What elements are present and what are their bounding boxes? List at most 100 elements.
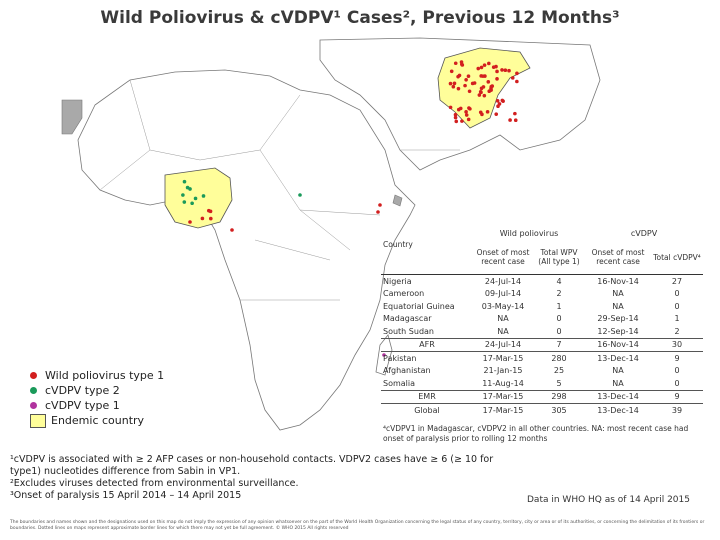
legend-label: cVDPV type 1 <box>45 399 120 412</box>
table-row: Cameroon 09-Jul-14 2 NA 0 <box>381 288 703 301</box>
table-cell-onset-cvdpv: NA <box>612 366 624 376</box>
col-header-total-wpv: Total WPV (All type 1) <box>538 248 580 266</box>
table-cell-country: Global <box>381 403 473 417</box>
table-cell-total-cvdpv: 1 <box>674 314 680 324</box>
wild-case-dot <box>467 106 471 110</box>
table-cell-country: South Sudan <box>383 326 434 336</box>
table-cell-country: EMR <box>381 389 473 404</box>
wild-case-dot <box>478 89 483 94</box>
wild-case-dot <box>200 216 205 221</box>
wild-case-dot <box>500 68 504 72</box>
table-cell-total-cvdpv: 0 <box>674 289 680 299</box>
footnote: ²Excludes viruses detected from environm… <box>10 478 299 489</box>
table-cell-total-wpv: 1 <box>556 301 562 311</box>
table-cell-country: Somalia <box>383 378 416 388</box>
table-cell-onset-wpv: 17-Mar-15 <box>473 351 533 365</box>
wild-case-dot <box>513 118 518 122</box>
table-row: South Sudan NA 0 12-Sep-14 2 <box>381 325 703 338</box>
table-row: Madagascar NA 0 29-Sep-14 1 <box>381 313 703 326</box>
wild-case-dot <box>188 220 192 224</box>
wild-case-dot <box>481 74 485 78</box>
footnotes: ¹cVDPV is associated with ≥ 2 AFP cases … <box>10 454 493 502</box>
wild-case-dot <box>515 71 519 76</box>
cvdpv2-case-dot <box>201 194 206 198</box>
wild-case-dot <box>448 81 453 86</box>
wild-case-dot <box>477 93 482 97</box>
col-header-country: Country <box>383 240 413 249</box>
cvdpv2-case-dot <box>298 193 302 197</box>
wild-case-dot <box>466 117 471 122</box>
table-cell-total-wpv: 305 <box>533 403 586 417</box>
col-header-onset-cvdpv: Onset of most recent case <box>591 248 645 266</box>
somali-grey <box>392 194 403 207</box>
cvdpv1-dot-icon <box>30 402 37 409</box>
table-cell-onset-wpv: NA <box>497 314 509 324</box>
wild-case-dot <box>495 69 499 74</box>
table-cell-total-cvdpv: 9 <box>651 389 704 404</box>
table-cell-onset-cvdpv: 13-Dec-14 <box>585 351 652 365</box>
wild-case-dot <box>487 61 491 66</box>
wild-case-dot <box>456 86 461 91</box>
table-row: Nigeria 24-Jul-14 4 16-Nov-14 27 <box>381 274 704 288</box>
wild-case-dot <box>464 77 468 82</box>
table-row: Pakistan 17-Mar-15 280 13-Dec-14 9 <box>381 351 704 365</box>
cases-table: Wild poliovirus cVDPV Country Onset of m… <box>381 226 704 417</box>
wild-case-dot <box>456 107 461 112</box>
table-cell-total-cvdpv: 39 <box>651 403 704 417</box>
wild-case-dot <box>513 111 517 116</box>
col-header-total-cvdpv: Total cVDPV⁴ <box>653 252 701 262</box>
wild-case-dot <box>453 61 458 66</box>
table-cell-total-wpv: 7 <box>533 337 586 352</box>
wild-case-dot <box>495 77 499 81</box>
wild-case-dot <box>453 112 458 117</box>
wild-case-dot <box>507 68 511 73</box>
wild-case-dot <box>470 81 475 86</box>
col-header-onset-wpv: Onset of most recent case <box>476 248 530 266</box>
cvdpv2-case-dot <box>190 201 194 206</box>
footnote: type1) nucleotides difference from Sabin… <box>10 466 241 477</box>
nigeria-endemic <box>164 167 233 229</box>
legend-item-cvdpv1: cVDPV type 1 <box>30 398 164 413</box>
wild-case-dot <box>503 68 508 72</box>
wild-case-dot <box>495 99 500 103</box>
legend-item-cvdpv2: cVDPV type 2 <box>30 383 164 398</box>
table-cell-total-cvdpv: 30 <box>651 337 704 352</box>
wild-case-dot <box>376 210 380 214</box>
group-header-wild: Wild poliovirus <box>499 228 559 238</box>
footnote: ³Onset of paralysis 15 April 2014 – 14 A… <box>10 490 242 501</box>
table-cell-total-cvdpv: 0 <box>674 301 680 311</box>
legend-label: Endemic country <box>51 414 145 427</box>
wild-case-dot <box>459 60 464 64</box>
wild-case-dot <box>515 79 519 84</box>
western-sahara-grey <box>61 99 83 135</box>
cvdpv2-case-dot <box>185 185 190 190</box>
cvdpv2-case-dot <box>181 193 185 197</box>
table-cell-country: AFR <box>381 337 473 352</box>
table-cell-total-cvdpv: 9 <box>651 351 704 365</box>
table-cell-total-wpv: 25 <box>553 366 565 376</box>
wild-case-dot <box>481 85 486 89</box>
table-cell-onset-wpv: 17-Mar-15 <box>473 389 533 404</box>
table-row: AFR 24-Jul-14 7 16-Nov-14 30 <box>381 337 704 352</box>
table-cell-onset-wpv: 03-May-14 <box>481 301 525 311</box>
wild-case-dot <box>466 74 471 79</box>
table-cell-total-cvdpv: 0 <box>674 366 680 376</box>
table-cell-onset-wpv: 17-Mar-15 <box>473 403 533 417</box>
table-cell-total-wpv: 2 <box>556 289 562 299</box>
legend-label: Wild poliovirus type 1 <box>45 369 165 382</box>
wild-case-dot <box>454 119 459 124</box>
map <box>61 37 601 431</box>
table-row: Equatorial Guinea 03-May-14 1 NA 0 <box>381 300 703 313</box>
table-cell-total-cvdpv: 2 <box>674 326 680 336</box>
table-cell-country: Pakistan <box>381 351 473 365</box>
page-title: Wild Poliovirus & cVDPV¹ Cases², Previou… <box>100 8 620 28</box>
wild-case-dot <box>491 65 496 69</box>
wild-case-dot <box>451 84 456 89</box>
table-cell-total-wpv: 298 <box>533 389 586 404</box>
wild-case-dot <box>230 228 234 232</box>
cvdpv2-case-dot <box>193 196 198 201</box>
wild-case-dot <box>497 102 502 106</box>
table-cell-onset-cvdpv: 13-Dec-14 <box>585 389 652 404</box>
table-cell-total-wpv: 280 <box>533 351 586 365</box>
wild-case-dot <box>208 216 213 221</box>
